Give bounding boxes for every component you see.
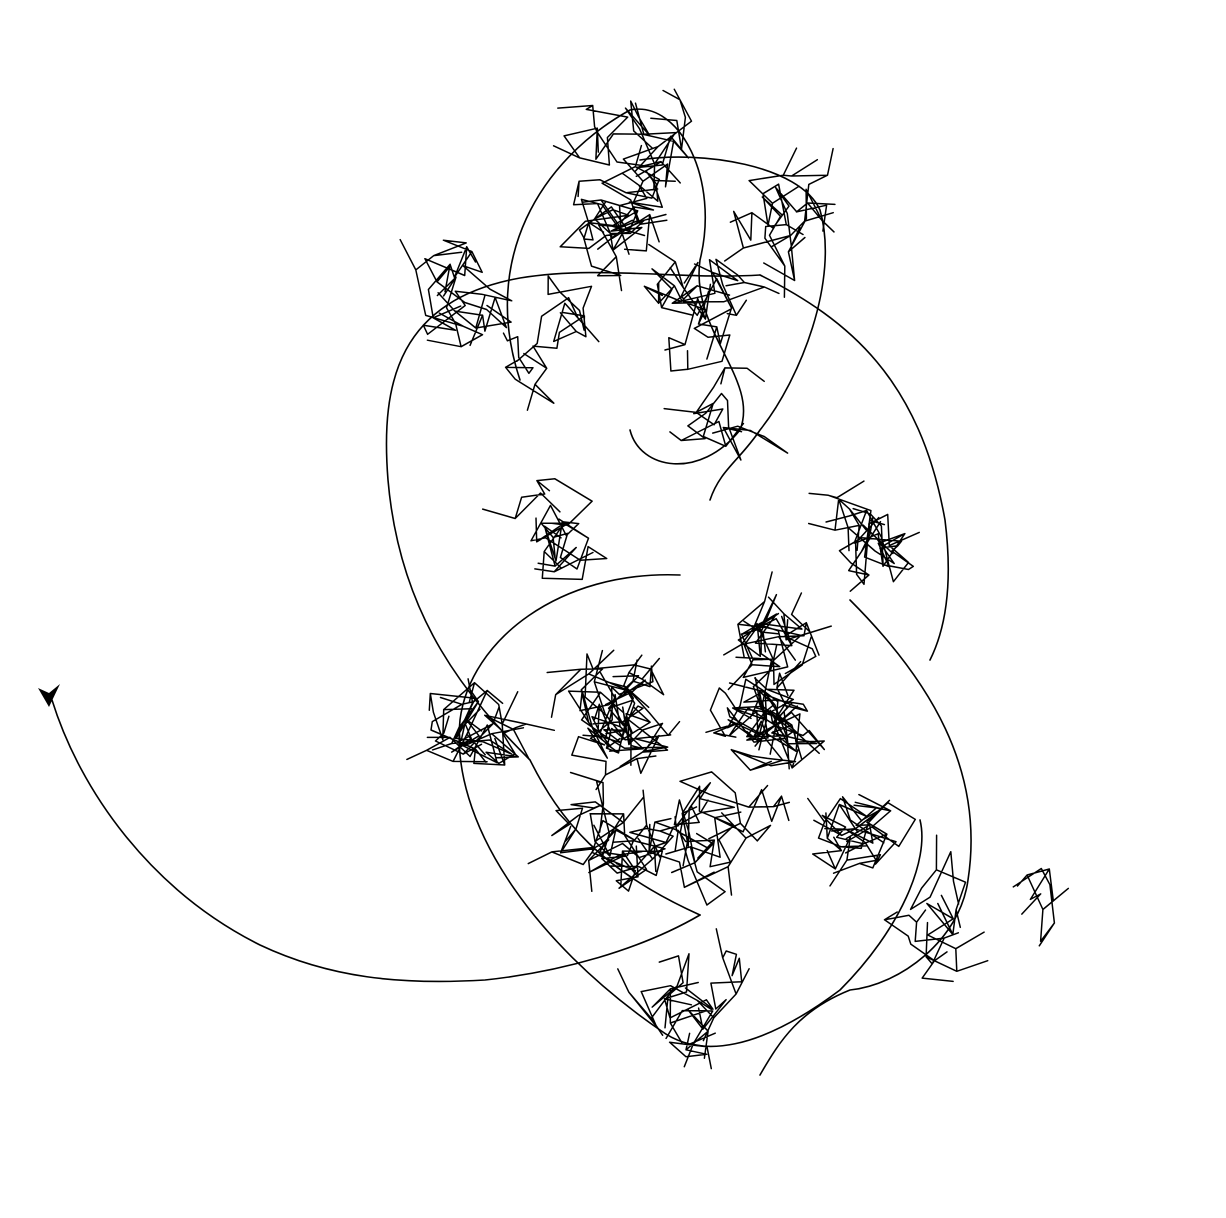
upper-right-loop bbox=[639, 156, 827, 501]
scribble-cluster bbox=[1012, 867, 1070, 947]
outer-loop-right bbox=[759, 274, 950, 661]
scribble-cluster bbox=[406, 678, 556, 766]
scribble-cluster bbox=[546, 649, 681, 791]
turtle-arrow-icon bbox=[38, 684, 60, 707]
scribble-cluster bbox=[552, 88, 693, 203]
scribble-cluster bbox=[648, 771, 791, 906]
scribble-cluster bbox=[527, 771, 680, 893]
scribble-cluster bbox=[705, 660, 826, 771]
scribble-cluster bbox=[807, 793, 917, 887]
scribble-cluster bbox=[723, 147, 836, 299]
scribble-cluster bbox=[883, 834, 989, 983]
scribble-cluster bbox=[663, 367, 789, 461]
scribble-cluster bbox=[723, 571, 832, 716]
scribble-cluster bbox=[502, 275, 600, 411]
scribble-cluster bbox=[643, 243, 780, 372]
scribble-cluster bbox=[807, 480, 920, 592]
outer-loop-left bbox=[385, 271, 761, 916]
lower-right-loop bbox=[759, 599, 972, 1076]
lower-left-loop bbox=[458, 574, 923, 1048]
scribble-cluster bbox=[399, 238, 513, 348]
upper-inner-loop bbox=[506, 108, 745, 465]
scribble-strokes bbox=[399, 88, 1070, 1070]
scribble-cluster bbox=[481, 478, 608, 581]
scribble-cluster bbox=[617, 928, 750, 1070]
tail-curve bbox=[51, 699, 701, 983]
scribble-cluster bbox=[559, 144, 676, 292]
